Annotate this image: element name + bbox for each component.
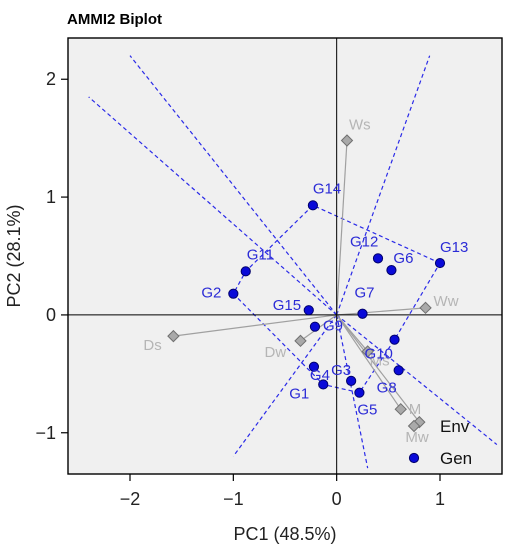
env-point-M — [394, 402, 407, 416]
x-axis-label: PC1 (48.5%) — [233, 524, 336, 544]
vector-M — [336, 314, 402, 410]
env-point-Ww — [419, 301, 432, 315]
env-label-Mw: Mw — [405, 429, 428, 446]
gen-point-G2 — [228, 288, 239, 299]
genotype-polygon — [232, 204, 441, 394]
axis-ticks: −2 −1 0 1 −1 0 1 2 — [35, 69, 445, 509]
y-axis-label: PC2 (28.1%) — [4, 204, 24, 307]
zero-lines — [68, 38, 502, 474]
gen-label-G1: G1 — [289, 385, 309, 402]
legend: Env Gen — [407, 417, 472, 468]
env-label-Ws: Ws — [349, 117, 371, 134]
env-label-Ww: Ww — [434, 293, 459, 310]
sector-ray-1 — [129, 55, 338, 316]
gen-label-G9: G9 — [323, 318, 343, 335]
x-tick-label-1: 1 — [435, 489, 445, 509]
x-tick-label--2: −2 — [120, 489, 141, 509]
y-tick-label--1: −1 — [35, 423, 56, 443]
gen-label-G2: G2 — [201, 285, 221, 302]
gen-label-G13: G13 — [440, 239, 468, 256]
legend-label-Env: Env — [440, 417, 470, 436]
gen-label-G3: G3 — [331, 362, 351, 379]
x-tick-label-0: 0 — [332, 489, 342, 509]
gen-point-G7 — [357, 308, 368, 319]
sector-ray-3 — [336, 55, 431, 316]
y-tick-label-0: 0 — [46, 305, 56, 325]
sector-ray-2 — [88, 96, 338, 316]
plot-area — [67, 37, 503, 475]
legend-marker-Gen — [408, 452, 420, 464]
env-label-M: M — [409, 401, 422, 418]
gen-point-G10 — [389, 334, 400, 345]
vector-Ws — [336, 140, 348, 315]
gen-point-G15 — [303, 305, 314, 316]
gen-point-G9 — [309, 321, 321, 332]
gen-label-G15: G15 — [273, 297, 301, 314]
env-label-Dw: Dw — [265, 344, 287, 361]
sector-ray-4 — [232, 314, 338, 457]
env-point-Ms — [361, 345, 374, 358]
vector-Ds — [173, 314, 337, 337]
gen-label-G6: G6 — [393, 250, 413, 267]
vector-Mw — [336, 314, 420, 423]
vector-Ww — [336, 307, 426, 316]
env-point-Ds — [167, 329, 180, 343]
gen-label-G14: G14 — [313, 180, 341, 197]
gen-label-G5: G5 — [357, 402, 377, 419]
gen-label-G4: G4 — [310, 367, 330, 384]
gen-point-G13 — [434, 257, 446, 269]
legend-marker-Env — [407, 419, 421, 433]
gen-point-G8 — [393, 365, 404, 376]
gen-point-G1 — [318, 379, 329, 390]
environment-markers: Ws Ds Dw Ms Ww Mw M — [143, 117, 458, 447]
gen-label-G10: G10 — [365, 346, 393, 363]
env-label-Ds: Ds — [143, 337, 161, 354]
chart-title: AMMI2 Biplot — [67, 11, 162, 28]
x-tick-label--1: −1 — [223, 489, 244, 509]
gen-label-G8: G8 — [377, 379, 397, 396]
env-point-Ws — [340, 134, 354, 147]
y-tick-label-1: 1 — [46, 187, 56, 207]
gen-label-G7: G7 — [355, 285, 375, 302]
legend-label-Gen: Gen — [440, 449, 472, 468]
gen-point-G6 — [386, 265, 397, 276]
genotype-polygon-outline — [232, 204, 441, 394]
gen-point-G11 — [240, 266, 251, 277]
gen-point-G3 — [346, 375, 357, 387]
gen-point-G14 — [307, 200, 318, 211]
y-tick-label-2: 2 — [46, 69, 56, 89]
gen-label-G11: G11 — [247, 246, 274, 263]
gen-label-G12: G12 — [350, 233, 378, 250]
env-point-Dw — [294, 334, 307, 348]
gen-point-G4 — [308, 361, 320, 372]
gen-point-G12 — [372, 253, 384, 264]
env-label-Ms: Ms — [370, 352, 390, 369]
gen-point-G5 — [354, 387, 365, 398]
environment-vectors — [173, 140, 426, 423]
sector-ray-6 — [336, 314, 498, 446]
